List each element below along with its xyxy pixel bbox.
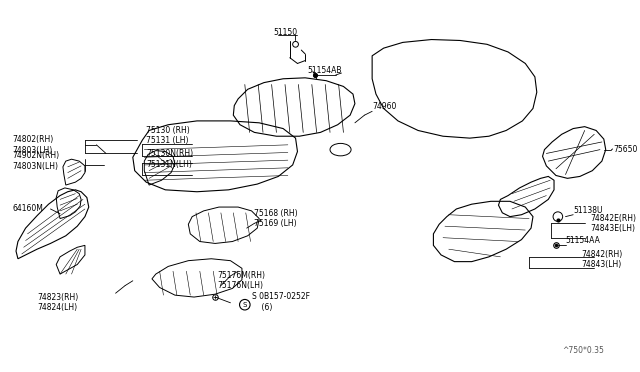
Text: 51154AB: 51154AB (307, 66, 342, 75)
Text: 51154AA: 51154AA (566, 236, 600, 245)
Text: 75168 (RH)
75169 (LH): 75168 (RH) 75169 (LH) (254, 209, 298, 228)
Text: 75650: 75650 (613, 145, 638, 154)
Text: 51150: 51150 (273, 28, 298, 37)
Text: 74960: 74960 (372, 102, 397, 111)
Text: S: S (243, 302, 247, 308)
Text: ^750*0.35: ^750*0.35 (562, 346, 604, 355)
Text: S 0B157-0252F
    (6): S 0B157-0252F (6) (252, 292, 310, 311)
Text: 74823(RH)
74824(LH): 74823(RH) 74824(LH) (37, 293, 78, 312)
Text: 74802(RH)
74803(LH): 74802(RH) 74803(LH) (12, 135, 53, 154)
Text: 75130 (RH)
75131 (LH): 75130 (RH) 75131 (LH) (146, 126, 190, 145)
Text: 75176M(RH)
75176N(LH): 75176M(RH) 75176N(LH) (217, 271, 265, 291)
Text: 75130N(RH)
75131N(LH): 75130N(RH) 75131N(LH) (146, 150, 193, 169)
Text: 64160M: 64160M (12, 205, 43, 214)
Text: 74842E(RH)
74843E(LH): 74842E(RH) 74843E(LH) (591, 214, 636, 233)
Text: 51138U: 51138U (573, 206, 603, 215)
Text: 74842(RH)
74843(LH): 74842(RH) 74843(LH) (581, 250, 622, 269)
Text: 74902N(RH)
74803N(LH): 74902N(RH) 74803N(LH) (12, 151, 60, 171)
